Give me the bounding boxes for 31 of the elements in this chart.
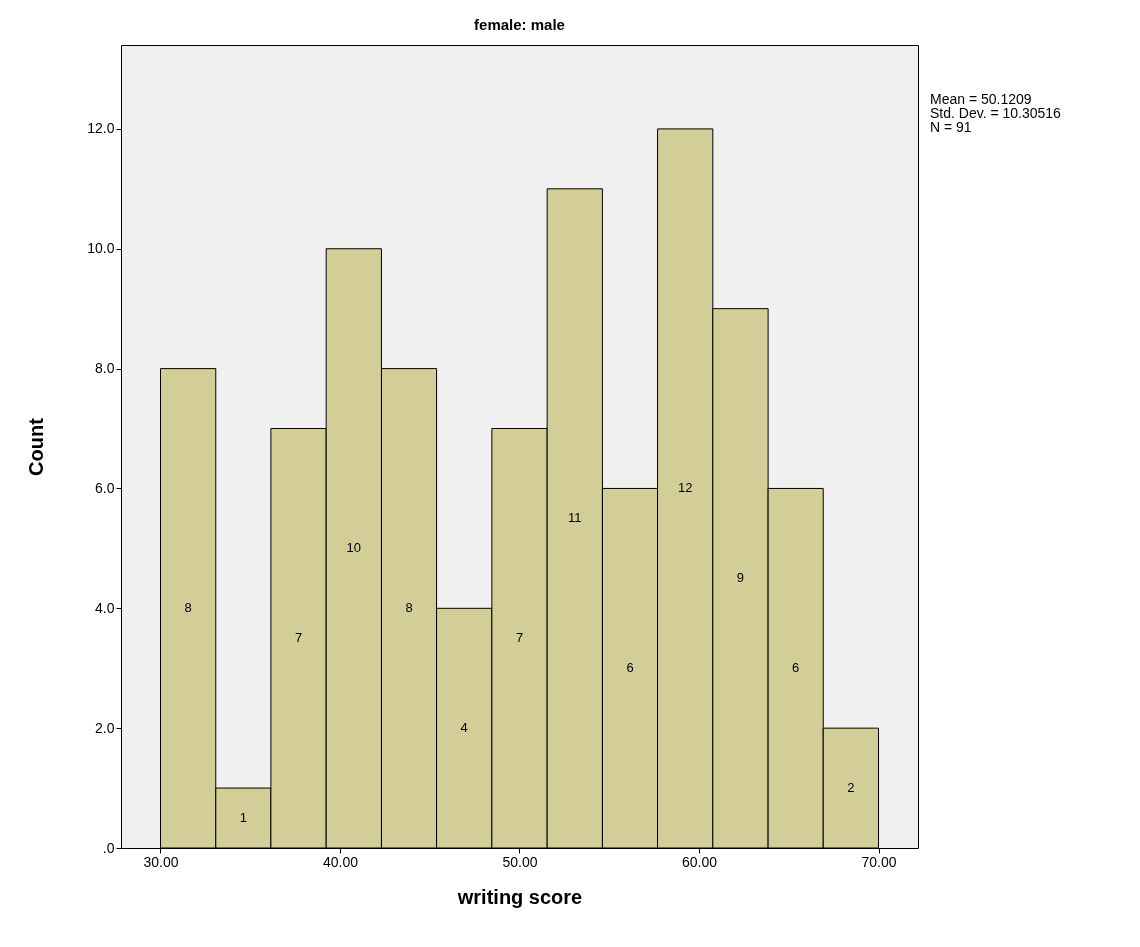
data-label: 8 xyxy=(405,600,413,616)
data-label: 7 xyxy=(515,630,524,646)
x-tick-label: 40.00 xyxy=(322,853,359,870)
data-label: 1 xyxy=(239,810,247,826)
x-tick-label: 30.00 xyxy=(143,853,179,870)
x-tick-label: 50.00 xyxy=(502,853,538,870)
y-tick-label: 2.0 xyxy=(95,719,115,736)
y-tick-label: 10.0 xyxy=(87,240,115,257)
data-label: 10 xyxy=(346,540,362,556)
chart-title: female: male xyxy=(474,16,565,33)
x-tick-label: 60.00 xyxy=(681,853,718,870)
data-label: 7 xyxy=(294,630,303,646)
data-label: 12 xyxy=(677,480,693,496)
y-tick-label: 8.0 xyxy=(95,360,115,377)
data-label: 4 xyxy=(460,720,468,736)
y-axis-title: Count xyxy=(25,417,48,476)
y-tick-label: 12.0 xyxy=(87,120,115,137)
text: N = 91 xyxy=(930,119,972,135)
data-label: 11 xyxy=(568,510,582,526)
x-tick-label: 70.00 xyxy=(861,853,897,870)
y-tick-label: 6.0 xyxy=(95,479,115,496)
data-label: 2 xyxy=(847,780,855,796)
data-label: 8 xyxy=(184,600,192,616)
data-label: 9 xyxy=(736,570,745,586)
y-tick-label: 4.0 xyxy=(95,599,115,616)
data-label: 6 xyxy=(626,660,634,676)
y-tick-label: .0 xyxy=(102,839,115,856)
text: Mean = 50.1209 xyxy=(930,91,1032,107)
x-axis-title: writing score xyxy=(456,885,583,908)
data-label: 6 xyxy=(792,660,800,676)
text: Std. Dev. = 10.30516 xyxy=(930,105,1062,121)
